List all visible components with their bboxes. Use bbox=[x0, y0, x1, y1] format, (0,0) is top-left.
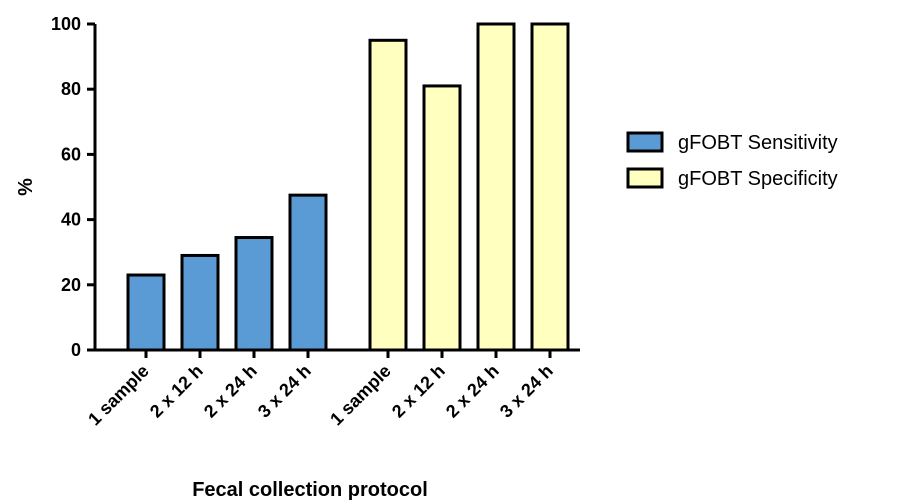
legend-label: gFOBT Specificity bbox=[678, 168, 838, 190]
bar-sensitivity bbox=[180, 253, 220, 352]
x-axis-title: Fecal collection protocol bbox=[192, 479, 428, 501]
x-tick-label: 2 x 24 h bbox=[442, 361, 503, 422]
bar-sensitivity bbox=[234, 236, 274, 352]
legend-label: gFOBT Sensitivity bbox=[678, 132, 838, 154]
y-ticks: 0 20 40 60 80 100 bbox=[51, 14, 95, 360]
x-tick-label: 2 x 12 h bbox=[146, 361, 207, 422]
x-tick-label: 3 x 24 h bbox=[496, 361, 557, 422]
y-axis-title: % bbox=[15, 178, 37, 196]
y-tick-label: 40 bbox=[61, 210, 81, 230]
legend-swatch bbox=[626, 167, 664, 189]
bar-specificity bbox=[368, 38, 408, 352]
x-tick-label: 2 x 24 h bbox=[200, 361, 261, 422]
x-tick-label: 1 sample bbox=[326, 361, 395, 430]
legend-swatch bbox=[626, 131, 664, 153]
x-tick-label: 1 sample bbox=[84, 361, 153, 430]
bar-sensitivity bbox=[126, 273, 166, 352]
bar-specificity bbox=[422, 84, 462, 352]
y-tick-label: 0 bbox=[71, 340, 81, 360]
x-tick-label: 2 x 12 h bbox=[388, 361, 449, 422]
y-tick-label: 20 bbox=[61, 275, 81, 295]
y-tick-label: 60 bbox=[61, 144, 81, 164]
axes-layer bbox=[93, 24, 580, 352]
y-tick-label: 100 bbox=[51, 14, 81, 34]
bar-sensitivity bbox=[288, 193, 328, 352]
x-tick-label: 3 x 24 h bbox=[254, 361, 315, 422]
legend: gFOBT Sensitivity gFOBT Specificity bbox=[626, 131, 838, 190]
bar-specificity bbox=[530, 22, 570, 352]
y-tick-label: 80 bbox=[61, 79, 81, 99]
bar-specificity bbox=[476, 22, 516, 352]
bars-layer bbox=[126, 22, 570, 352]
